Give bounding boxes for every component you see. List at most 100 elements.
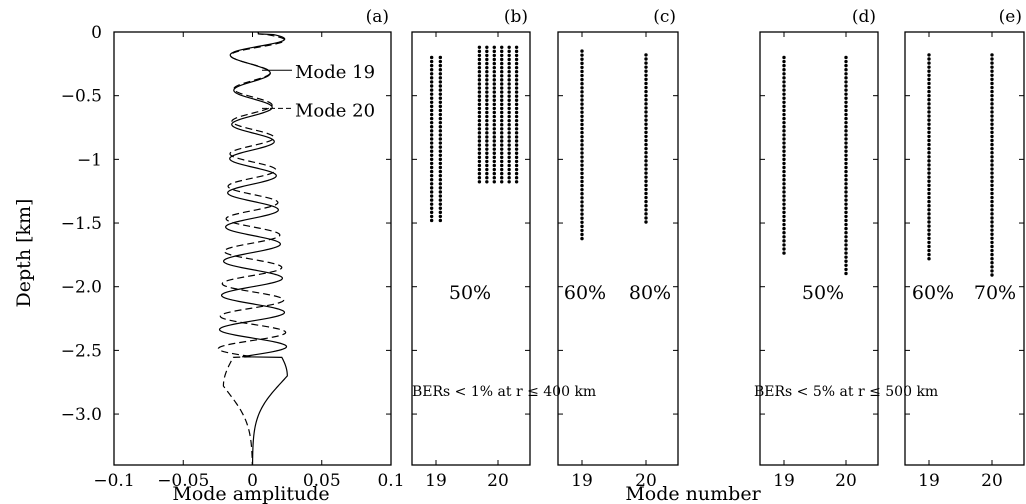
data-point: [927, 93, 931, 98]
data-point: [580, 49, 584, 53]
y-tick-label: −1.5: [61, 214, 102, 234]
data-point: [782, 96, 786, 100]
data-point: [580, 220, 584, 224]
data-point: [990, 159, 994, 163]
data-point: [429, 194, 434, 198]
data-point: [990, 261, 994, 265]
data-point: [507, 151, 511, 155]
data-point: [927, 146, 931, 151]
data-point: [844, 263, 848, 268]
data-point: [438, 133, 443, 137]
data-point: [990, 175, 994, 179]
data-point: [990, 73, 994, 78]
data-point: [844, 198, 848, 202]
data-point: [927, 138, 931, 143]
data-point: [644, 53, 648, 57]
x-tick-label: 19: [425, 471, 447, 491]
data-point: [514, 123, 519, 127]
data-point: [844, 133, 848, 137]
data-point: [514, 49, 519, 54]
data-point: [438, 182, 443, 186]
data-point: [500, 155, 504, 160]
data-point: [477, 167, 482, 172]
data-point: [429, 186, 434, 190]
data-point: [507, 102, 511, 107]
data-point: [782, 235, 786, 239]
data-point: [500, 171, 504, 176]
x-tick-label: −0.05: [157, 471, 209, 491]
data-point: [492, 49, 496, 54]
data-point: [580, 196, 584, 200]
panel-b: 19 20 (b) 50%: [411, 7, 531, 491]
data-point: [927, 126, 931, 130]
data-point: [492, 163, 496, 168]
data-point: [438, 210, 443, 215]
data-point: [644, 85, 648, 90]
data-point: [644, 191, 648, 196]
data-point: [507, 123, 511, 127]
data-point: [644, 122, 648, 126]
data-point: [485, 131, 489, 135]
data-point: [500, 49, 504, 54]
data-point: [429, 112, 434, 117]
data-point: [644, 212, 648, 216]
data-point: [927, 102, 931, 106]
annotation-percent: 60%: [912, 282, 954, 304]
data-point: [782, 218, 786, 223]
data-point: [429, 141, 434, 145]
data-point: [507, 94, 511, 98]
data-point: [644, 81, 648, 86]
data-point: [438, 72, 443, 76]
data-point: [927, 73, 931, 78]
data-point: [477, 180, 482, 184]
data-point: [990, 232, 994, 236]
data-point: [844, 120, 848, 125]
data-point: [507, 65, 511, 70]
data-point: [492, 70, 496, 74]
data-point: [492, 78, 496, 82]
data-point: [580, 118, 584, 123]
data-point: [514, 78, 519, 82]
data-point: [990, 228, 994, 232]
data-point: [644, 204, 648, 208]
data-point: [844, 72, 848, 76]
data-point: [844, 235, 848, 239]
data-point: [477, 175, 482, 180]
data-point: [580, 130, 584, 135]
data-point: [844, 247, 848, 251]
data-point: [514, 139, 519, 143]
data-point: [492, 118, 496, 123]
data-point: [438, 190, 443, 194]
data-point: [927, 244, 931, 249]
data-point: [438, 100, 443, 105]
data-point: [990, 155, 994, 159]
data-point: [429, 55, 434, 60]
data-point: [438, 63, 443, 68]
data-point: [990, 195, 994, 200]
data-point: [500, 70, 504, 74]
data-point: [644, 208, 648, 212]
data-point: [492, 82, 496, 86]
data-point: [644, 89, 648, 94]
data-point: [580, 171, 584, 176]
data-point: [927, 183, 931, 188]
data-point: [438, 194, 443, 198]
data-point: [438, 214, 443, 219]
data-point: [927, 65, 931, 69]
data-point: [580, 53, 584, 57]
data-point: [844, 239, 848, 243]
data-point: [514, 159, 519, 164]
data-point: [844, 141, 848, 145]
data-point: [580, 102, 584, 106]
data-point: [580, 94, 584, 98]
data-point: [644, 216, 648, 220]
data-point: [844, 68, 848, 72]
data-point: [580, 192, 584, 196]
data-point: [782, 153, 786, 157]
ber-note-2: BERs < 5% at r ≤ 500 km: [754, 384, 938, 400]
data-point: [429, 149, 434, 153]
data-point: [507, 131, 511, 135]
data-point: [990, 216, 994, 220]
data-point: [782, 84, 786, 88]
data-point: [477, 65, 482, 70]
